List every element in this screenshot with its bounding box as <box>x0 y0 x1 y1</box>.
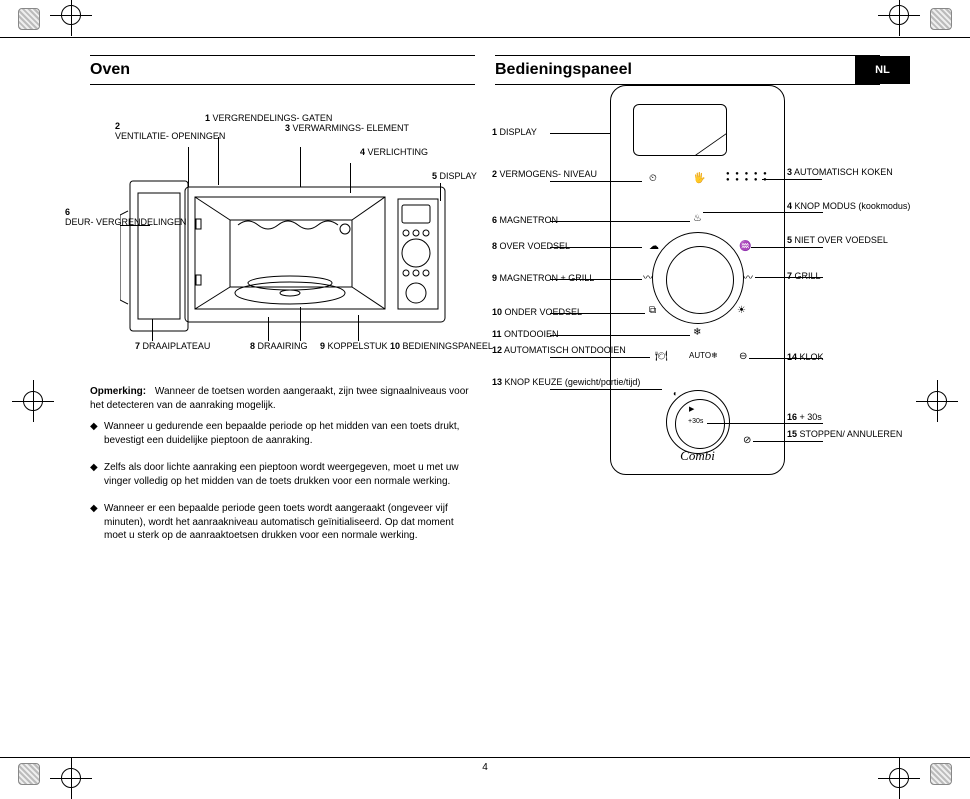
r-label-15: 15 STOPPEN/ ANNULEREN <box>787 429 902 440</box>
leader <box>550 221 690 222</box>
bullet: ◆Wanneer er een bepaalde periode geen to… <box>90 502 475 543</box>
leader <box>550 181 642 182</box>
leader <box>751 247 823 248</box>
lang-tab: NL <box>855 56 910 84</box>
label-ventilatie: 2VENTILATIE- OPENINGEN <box>115 121 225 142</box>
bullet: ◆Zelfs als door lichte aanraking een pie… <box>90 461 475 488</box>
r-label-7: 7 GRILL <box>787 271 821 282</box>
right-title: Bedieningspaneel <box>495 61 880 79</box>
leader <box>550 335 690 336</box>
label-draairing: 8 DRAAIRING <box>250 341 308 351</box>
r-label-8: 8 OVER VOEDSEL <box>492 241 570 252</box>
bullet: ◆Wanneer u gedurende een bepaalde period… <box>90 420 475 447</box>
rule-bottom <box>0 757 970 758</box>
crop-mark <box>12 380 54 422</box>
page-number: 4 <box>0 762 970 773</box>
leader <box>707 423 823 424</box>
leader <box>550 133 610 134</box>
crop-mark <box>878 0 920 36</box>
leader <box>762 179 822 180</box>
label-vergrendeling: 1 VERGRENDELINGS- GATEN <box>205 113 332 123</box>
mode-dial <box>652 232 744 324</box>
label-verwarmings: 3 VERWARMINGS- ELEMENT <box>285 123 409 133</box>
left-title: Oven <box>90 61 475 79</box>
r-label-16: 16 + 30s <box>787 412 822 423</box>
label-draaiplateau: 7 DRAAIPLATEAU <box>135 341 210 351</box>
oven-illustration <box>120 175 450 335</box>
leader <box>550 389 662 390</box>
label-koppelstuk: 9 KOPPELSTUK <box>320 341 388 351</box>
r-label-4: 4 KNOP MODUS (kookmodus) <box>787 201 910 212</box>
combi-label: Combi <box>611 448 784 464</box>
leader <box>753 441 823 442</box>
r-label-1: 1 DISPLAY <box>492 127 537 138</box>
r-label-11: 11 ONTDOOIEN <box>492 329 559 340</box>
label-bedieningspaneel: 10 BEDIENINGSPANEEL <box>390 341 493 351</box>
r-label-2: 2 VERMOGENS- NIVEAU <box>492 169 597 180</box>
decor-corner <box>18 8 40 30</box>
rule-top <box>0 37 970 38</box>
crop-mark <box>50 0 92 36</box>
left-column: Oven 2VENTILATIE- OPENINGEN 1 VERGRENDEL… <box>90 55 475 735</box>
r-label-6: 6 MAGNETRON <box>492 215 558 226</box>
panel-display <box>633 104 727 156</box>
crop-mark <box>916 380 958 422</box>
notes: Opmerking: Wanneer de toetsen worden aan… <box>90 385 475 557</box>
decor-corner <box>930 8 952 30</box>
r-label-13: 13 KNOP KEUZE (gewicht/portie/tijd) <box>492 377 640 388</box>
right-column: Bedieningspaneel NL ⏲ 🖐 ● ● ● ● ●● ● ● ●… <box>495 55 880 735</box>
control-panel-illustration: ⏲ 🖐 ● ● ● ● ●● ● ● ● ● ♨ ☁ ♒ 〰 〰 ⧉ ☀ ❄ 🍽… <box>610 85 785 475</box>
r-label-12: 12 AUTOMATISCH ONTDOOIEN <box>492 345 626 356</box>
r-label-5: 5 NIET OVER VOEDSEL <box>787 235 888 246</box>
r-label-3: 3 AUTOMATISCH KOKEN <box>787 167 893 178</box>
leader <box>703 212 823 213</box>
r-label-9: 9 MAGNETRON + GRILL <box>492 273 594 284</box>
page: Oven 2VENTILATIE- OPENINGEN 1 VERGRENDEL… <box>0 0 970 793</box>
r-label-10: 10 ONDER VOEDSEL <box>492 307 582 318</box>
label-verlichting: 4 VERLICHTING <box>360 147 428 157</box>
leader <box>550 357 650 358</box>
r-label-14: 14 KLOK <box>787 352 824 363</box>
